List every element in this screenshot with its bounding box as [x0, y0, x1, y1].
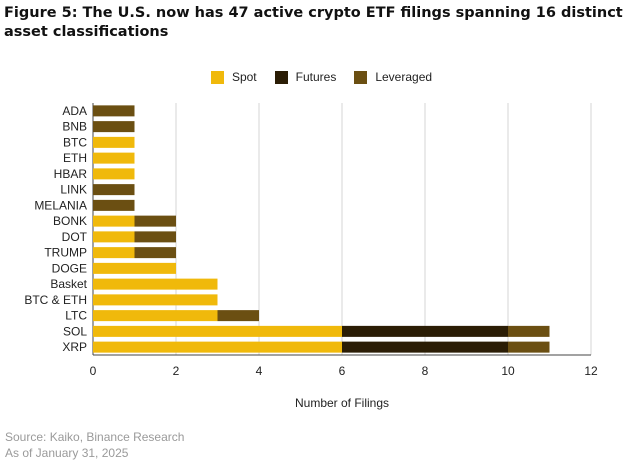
bar-spot — [93, 278, 218, 290]
x-tick-label: 2 — [173, 364, 180, 378]
bar-leveraged — [508, 341, 550, 353]
bar-leveraged — [134, 247, 176, 259]
bar-spot — [93, 136, 135, 148]
y-tick-label: ADA — [62, 104, 87, 118]
y-tick-label: BTC — [63, 135, 87, 149]
legend-item-futures: Futures — [274, 70, 337, 84]
bar-spot — [93, 294, 218, 306]
bar-spot — [93, 152, 135, 164]
bar-leveraged — [134, 231, 176, 243]
y-tick-label: XRP — [62, 340, 87, 354]
legend-label-futures: Futures — [295, 70, 337, 84]
legend-label-spot: Spot — [231, 70, 257, 84]
legend-label-leveraged: Leveraged — [375, 70, 433, 84]
bar-spot — [93, 247, 135, 259]
bar-spot — [93, 341, 342, 353]
legend-item-leveraged: Leveraged — [354, 70, 432, 84]
x-axis-title: Number of Filings — [295, 396, 389, 410]
legend-swatch-spot — [210, 70, 224, 84]
y-tick-label: DOT — [62, 230, 88, 244]
y-tick-label: LINK — [60, 183, 87, 197]
legend-swatch-leveraged — [354, 70, 368, 84]
source-text: Source: Kaiko, Binance Research — [5, 430, 185, 444]
y-tick-label: ETH — [63, 151, 87, 165]
x-tick-label: 12 — [584, 364, 598, 378]
y-tick-label: HBAR — [54, 167, 88, 181]
bar-spot — [93, 231, 135, 243]
x-tick-label: 8 — [422, 364, 429, 378]
y-tick-label: SOL — [63, 324, 87, 338]
legend-swatch-futures — [274, 70, 288, 84]
x-tick-label: 6 — [339, 364, 346, 378]
y-tick-label: MELANIA — [34, 198, 87, 212]
y-tick-label: BNB — [62, 120, 87, 134]
chart-legend: Spot Futures Leveraged — [0, 70, 643, 84]
bar-spot — [93, 310, 218, 322]
bar-leveraged — [93, 184, 135, 196]
bar-leveraged — [93, 121, 135, 133]
chart-title: Figure 5: The U.S. now has 47 active cry… — [4, 5, 623, 40]
legend-item-spot: Spot — [210, 70, 257, 84]
x-tick-label: 10 — [501, 364, 515, 378]
y-tick-label: LTC — [65, 309, 87, 323]
bar-futures — [342, 325, 508, 337]
bar-spot — [93, 215, 135, 227]
bar-spot — [93, 262, 176, 274]
y-tick-label: TRUMP — [44, 246, 87, 260]
y-tick-label: BTC & ETH — [24, 293, 87, 307]
y-tick-label: DOGE — [52, 261, 87, 275]
y-tick-label: Basket — [50, 277, 87, 291]
bar-leveraged — [508, 325, 550, 337]
x-tick-label: 0 — [90, 364, 97, 378]
bar-leveraged — [93, 105, 135, 117]
bar-leveraged — [134, 215, 176, 227]
y-tick-label: BONK — [53, 214, 87, 228]
bar-spot — [93, 168, 135, 180]
x-tick-label: 4 — [256, 364, 263, 378]
bar-futures — [342, 341, 508, 353]
bar-spot — [93, 325, 342, 337]
bar-leveraged — [217, 310, 259, 322]
bar-leveraged — [93, 199, 135, 211]
date-text: As of January 31, 2025 — [5, 446, 129, 460]
